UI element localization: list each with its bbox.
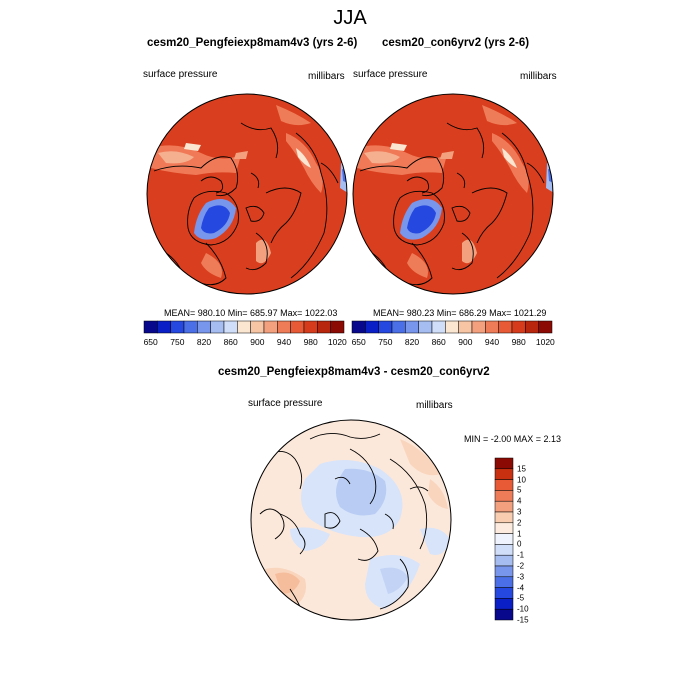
- right-label-bottom: millibars: [416, 400, 453, 411]
- colorbar-tick-label: 2: [517, 518, 522, 528]
- colorbar-tick-label: 980: [511, 337, 526, 347]
- colorbar-swatch: [143, 320, 158, 334]
- colorbar-swatch: [494, 468, 514, 480]
- colorbar-swatch: [458, 320, 473, 334]
- colorbar-tick-label: 10: [517, 475, 526, 485]
- colorbar-swatch: [418, 320, 433, 334]
- colorbar-tick-label: -3: [517, 572, 525, 582]
- colorbar-ticks-top-right: 650 750 820 860 900 940 980 1020: [351, 337, 555, 349]
- colorbar-tick-label: 1: [517, 529, 522, 539]
- colorbar-swatch: [197, 320, 211, 334]
- colorbar-swatch: [250, 320, 265, 334]
- colorbar-tick-label: 750: [378, 337, 393, 347]
- colorbar-swatch: [303, 320, 318, 334]
- panel-title-top-right: cesm20_con6yrv2 (yrs 2-6): [382, 37, 530, 49]
- colorbar-swatch: [494, 576, 514, 588]
- colorbar-bottom: [494, 457, 514, 621]
- stats-top-left: MEAN= 980.10 Min= 685.97 Max= 1022.03: [164, 308, 338, 318]
- left-label-top-left: surface pressure: [143, 69, 218, 80]
- colorbar-swatch: [223, 320, 238, 334]
- left-label-bottom: surface pressure: [248, 398, 323, 409]
- colorbar-tick-label: 1020: [535, 337, 555, 347]
- colorbar-swatch: [494, 522, 514, 534]
- colorbar-swatch: [157, 320, 171, 334]
- colorbar-swatch: [494, 511, 514, 524]
- polar-map-top-left: [146, 93, 348, 295]
- left-label-top-right: surface pressure: [353, 69, 428, 80]
- polar-map-top-right: [352, 93, 554, 295]
- colorbar-swatch: [351, 320, 366, 334]
- colorbar-tick-label: 4: [517, 496, 522, 506]
- colorbar-tick-label: 900: [458, 337, 473, 347]
- figure-title: JJA: [333, 7, 367, 29]
- colorbar-swatch: [485, 320, 499, 334]
- polar-map-bottom: [250, 419, 452, 621]
- colorbar-swatch: [365, 320, 379, 334]
- colorbar-swatch: [494, 598, 514, 610]
- right-label-top-left: millibars: [308, 71, 345, 82]
- colorbar-top-right: [351, 320, 553, 334]
- colorbar-swatch: [494, 479, 514, 491]
- colorbar-tick-label: -4: [517, 583, 525, 593]
- colorbar-swatch: [494, 533, 514, 545]
- colorbar-swatch: [290, 320, 305, 334]
- colorbar-tick-label: 750: [170, 337, 185, 347]
- colorbar-tick-label: 820: [404, 337, 420, 347]
- colorbar-swatch: [494, 544, 514, 556]
- colorbar-tick-label: 860: [431, 337, 446, 347]
- panel-title-top-left: cesm20_Pengfeiexp8mam4v3 (yrs 2-6): [147, 37, 358, 49]
- colorbar-swatch: [170, 320, 185, 334]
- colorbar-swatch: [494, 490, 514, 502]
- stats-top-right: MEAN= 980.23 Min= 686.29 Max= 1021.29: [373, 308, 547, 318]
- colorbar-ticks-top-left: 650 750 820 860 900 940 980 1020: [143, 337, 347, 349]
- colorbar-swatch: [511, 320, 526, 334]
- colorbar-swatch: [525, 320, 539, 334]
- colorbar-swatch: [237, 320, 251, 334]
- colorbar-tick-label: 5: [517, 485, 522, 495]
- colorbar-swatch: [498, 320, 513, 334]
- colorbar-swatch: [277, 320, 291, 334]
- colorbar-top-left: [143, 320, 345, 334]
- colorbar-swatch: [494, 554, 514, 567]
- colorbar-tick-label: 3: [517, 507, 522, 517]
- colorbar-tick-label: 820: [196, 337, 212, 347]
- right-label-top-right: millibars: [520, 71, 557, 82]
- colorbar-swatch: [494, 457, 514, 470]
- colorbar-tick-label: 980: [303, 337, 318, 347]
- colorbar-swatch: [183, 320, 198, 334]
- colorbar-swatch: [405, 320, 419, 334]
- colorbar-swatch: [431, 320, 446, 334]
- colorbar-swatch: [494, 565, 514, 578]
- colorbar-swatch: [445, 320, 459, 334]
- colorbar-swatch: [471, 320, 486, 334]
- colorbar-tick-label: -5: [517, 593, 525, 603]
- colorbar-tick-label: 0: [517, 539, 522, 549]
- colorbar-tick-label: -2: [517, 561, 525, 571]
- colorbar-tick-label: 940: [276, 337, 292, 347]
- colorbar-tick-label: -1: [517, 550, 525, 560]
- colorbar-tick-label: 860: [223, 337, 238, 347]
- colorbar-ticks-bottom: 15 10 5 4 3 2 1 0 -1 -2 -3 -4 -5 -10 -15: [517, 458, 547, 624]
- stats-bottom: MIN = -2.00 MAX = 2.13: [464, 434, 562, 444]
- colorbar-swatch: [317, 320, 331, 334]
- colorbar-swatch: [330, 320, 345, 334]
- colorbar-swatch: [494, 587, 514, 599]
- colorbar-swatch: [263, 320, 278, 334]
- colorbar-tick-label: -10: [517, 604, 529, 614]
- colorbar-tick-label: -15: [517, 615, 529, 625]
- colorbar-swatch: [494, 500, 514, 513]
- colorbar-swatch: [378, 320, 393, 334]
- panel-title-bottom: cesm20_Pengfeiexp8mam4v3 - cesm20_con6yr…: [218, 366, 490, 378]
- colorbar-tick-label: 940: [484, 337, 500, 347]
- colorbar-tick-label: 650: [351, 337, 366, 347]
- colorbar-swatch: [494, 608, 514, 621]
- colorbar-swatch: [538, 320, 553, 334]
- colorbar-tick-label: 1020: [327, 337, 347, 347]
- colorbar-swatch: [391, 320, 406, 334]
- colorbar-tick-label: 650: [143, 337, 158, 347]
- colorbar-swatch: [210, 320, 225, 334]
- colorbar-tick-label: 15: [517, 464, 526, 474]
- colorbar-tick-label: 900: [250, 337, 265, 347]
